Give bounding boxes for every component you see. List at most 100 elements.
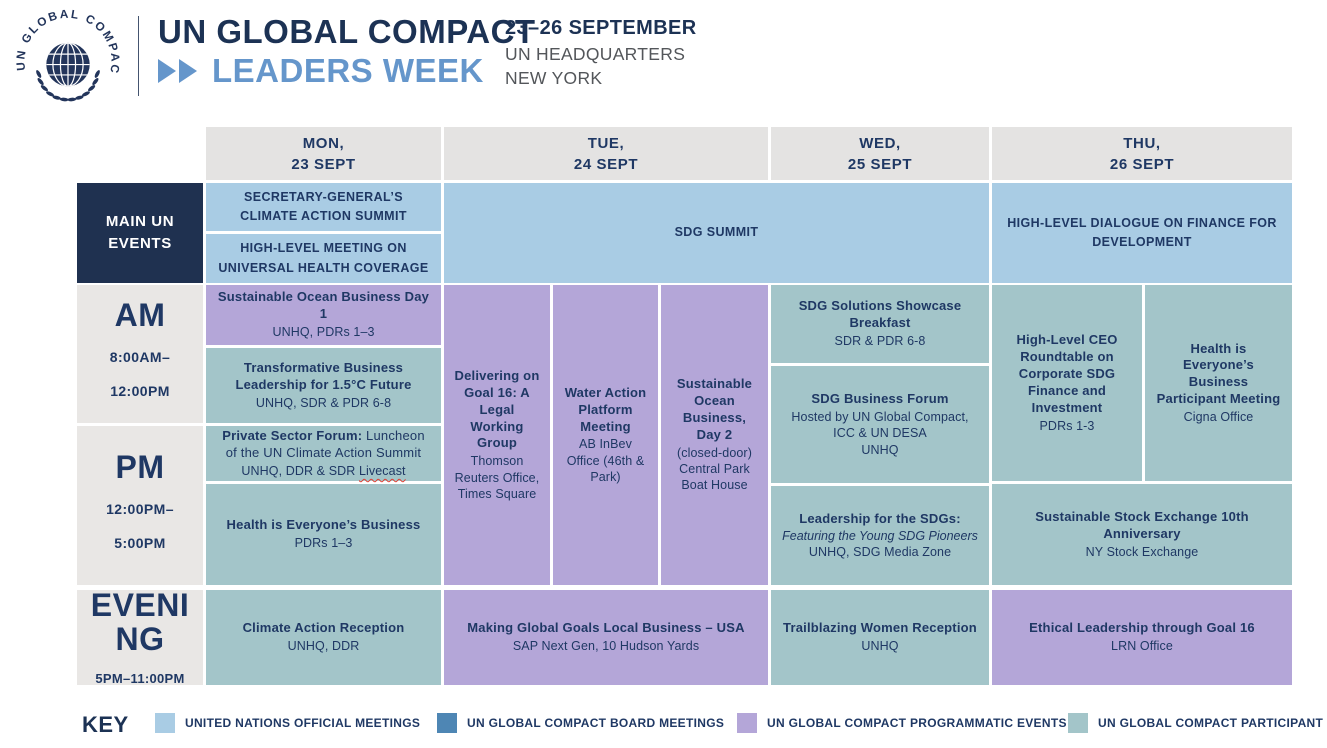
event-location-prefix: UNHQ, DDR & SDR [241,463,359,478]
masthead: UN GLOBAL COMPACT [0,0,1327,120]
day-header-wed: WED, 25 SEPT [771,127,989,180]
event-title: SECRETARY-GENERAL’S CLIMATE ACTION SUMMI… [240,189,407,223]
day-name: WED, [859,134,901,152]
day-name: THU, [1123,134,1161,152]
evening-time: 5PM–11:00PM [95,670,185,686]
event-location-line1: Hosted by UN Global Compact, ICC & UN DE… [791,410,969,441]
event-location-line2: UNHQ [861,442,899,457]
key-swatch-light-blue [155,713,175,733]
event-title: Making Global Goals Local Business – USA [467,620,745,636]
event-title: Water Action Platform Meeting [564,384,647,434]
am-time-start: 8:00AM– [109,349,171,366]
day-header-mon: MON, 23 SEPT [206,127,441,180]
event-transformative-business-leadership: Transformative Business Leadership for 1… [206,348,441,423]
event-health-participant-meeting: Health is Everyone’s Business Participan… [1145,285,1292,481]
event-location: UNHQ [861,639,899,654]
venue-line2: NEW YORK [505,67,603,88]
event-location: UNHQ, PDRs 1–3 [272,325,375,340]
day-header-tue: TUE, 24 SEPT [444,127,768,180]
key-swatch-board-blue [437,713,457,733]
brand-line1: UN GLOBAL COMPACT [158,13,536,50]
event-sdg-business-forum: SDG Business Forum Hosted by UN Global C… [771,366,989,483]
key-swatch-teal [1068,713,1088,733]
event-water-action-platform-meeting: Water Action Platform Meeting AB InBev O… [553,285,658,585]
event-making-global-goals-local-business: Making Global Goals Local Business – USA… [444,590,768,685]
evening-label: EVENING [90,587,190,657]
key-item-label: UN GLOBAL COMPACT PARTICIPANT EVENTS [1098,716,1327,730]
event-location: UNHQ, DDR & SDR Livecast [241,463,405,479]
event-sustainable-ocean-business-day2: Sustainable Ocean Business, Day 2 (close… [661,285,768,585]
venue-line1: UN HEADQUARTERS [505,44,686,64]
key-item-label: UNITED NATIONS OFFICIAL MEETINGS [185,716,421,730]
event-title: SDG Solutions Showcase Breakfast [798,298,962,331]
event-title: Leadership for the SDGs: [799,510,961,526]
key-label: KEY [82,712,129,737]
event-location: LRN Office [1111,639,1173,654]
event-location-line1: (closed-door) [677,445,752,460]
un-global-compact-logo: UN GLOBAL COMPACT [16,6,120,102]
pm-time-end: 5:00PM [114,534,166,551]
event-private-sector-forum: Private Sector Forum: Luncheon of the UN… [206,426,441,481]
event-sustainable-stock-exchange: Sustainable Stock Exchange 10th Annivers… [992,484,1292,585]
event-sdg-summit: SDG SUMMIT [444,183,989,283]
event-subtitle: Featuring the Young SDG Pioneers [782,528,978,543]
event-title: Sustainable Ocean Business, Day 2 [676,376,753,443]
event-location: Cigna Office [1183,410,1254,425]
event-title: Trailblazing Women Reception [783,620,977,636]
event-secretary-general-climate-action-summit: SECRETARY-GENERAL’S CLIMATE ACTION SUMMI… [206,183,441,231]
event-sdg-solutions-showcase-breakfast: SDG Solutions Showcase Breakfast SDR & P… [771,285,989,363]
row-label-main-un-events: MAIN UN EVENTS [77,183,203,283]
event-title-bold: Private Sector Forum: [222,427,363,443]
event-title: SDG SUMMIT [674,225,759,240]
row-label-pm: PM 12:00PM– 5:00PM [77,426,203,585]
brand-title: UN GLOBAL COMPACT LEADERS WEEK [158,12,536,90]
event-title: Private Sector Forum: Luncheon of the UN… [215,428,432,462]
brand-line2-text: LEADERS WEEK [212,51,484,89]
pm-label: PM [115,448,165,485]
am-time-end: 12:00PM [110,383,170,399]
brand-line2: LEADERS WEEK [158,52,536,90]
event-location: UNHQ, DDR [287,639,360,654]
event-title: Health is Everyone’s Business [226,517,421,533]
day-date: 24 SEPT [573,155,639,173]
date-range: 23–26 SEPTEMBER [505,17,697,39]
event-location: UNHQ, SDR & PDR 6-8 [255,395,392,410]
event-title: Ethical Leadership through Goal 16 [1029,620,1255,636]
event-location: PDRs 1-3 [1039,418,1095,433]
row-label-am: AM 8:00AM– 12:00PM [77,285,203,423]
event-location-line2: Central Park Boat House [679,462,750,493]
event-location: SAP Next Gen, 10 Hudson Yards [512,639,700,654]
masthead-divider [138,16,139,96]
event-high-level-meeting-universal-health-coverage: HIGH-LEVEL MEETING ON UNIVERSAL HEALTH C… [206,234,441,283]
event-leadership-for-the-sdgs: Leadership for the SDGs: Featuring the Y… [771,486,989,585]
key-item-participant-events: UN GLOBAL COMPACT PARTICIPANT EVENTS [1068,713,1327,733]
event-title: Transformative Business Leadership for 1… [235,359,412,392]
day-header-thu: THU, 26 SEPT [992,127,1292,180]
event-location: PDRs 1–3 [294,536,353,551]
event-delivering-on-goal-16: Delivering on Goal 16: A Legal Working G… [444,285,550,585]
event-climate-action-reception: Climate Action Reception UNHQ, DDR [206,590,441,685]
event-location: UNHQ, SDG Media Zone [808,544,952,559]
event-high-level-ceo-roundtable: High-Level CEO Roundtable on Corporate S… [992,285,1142,481]
event-location: AB InBev Office (46th & Park) [566,437,645,484]
event-title: Health is Everyone’s Business Participan… [1156,340,1281,407]
event-ethical-leadership-goal-16: Ethical Leadership through Goal 16 LRN O… [992,590,1292,685]
event-location: SDR & PDR 6-8 [834,334,926,349]
key-item-un-official-meetings: UNITED NATIONS OFFICIAL MEETINGS [155,713,420,733]
day-date: 23 SEPT [291,155,356,173]
key-item-label: UN GLOBAL COMPACT PROGRAMMATIC EVENTS [767,716,1067,730]
day-name: MON, [302,134,345,152]
event-health-is-everyones-business-pm: Health is Everyone’s Business PDRs 1–3 [206,484,441,585]
event-trailblazing-women-reception: Trailblazing Women Reception UNHQ [771,590,989,685]
day-date: 25 SEPT [847,155,913,173]
event-location: NY Stock Exchange [1085,544,1199,559]
event-title: High-Level CEO Roundtable on Corporate S… [1016,332,1118,415]
laurel-wreath [36,70,100,102]
event-when-where: 23–26 SEPTEMBER UN HEADQUARTERS NEW YORK [505,18,697,93]
event-title: SDG Business Forum [811,391,949,407]
day-name: TUE, [587,134,625,152]
fast-forward-icon [158,58,202,84]
event-sustainable-ocean-business-day1: Sustainable Ocean Business Day 1 UNHQ, P… [206,285,441,345]
event-title: Climate Action Reception [242,620,405,636]
